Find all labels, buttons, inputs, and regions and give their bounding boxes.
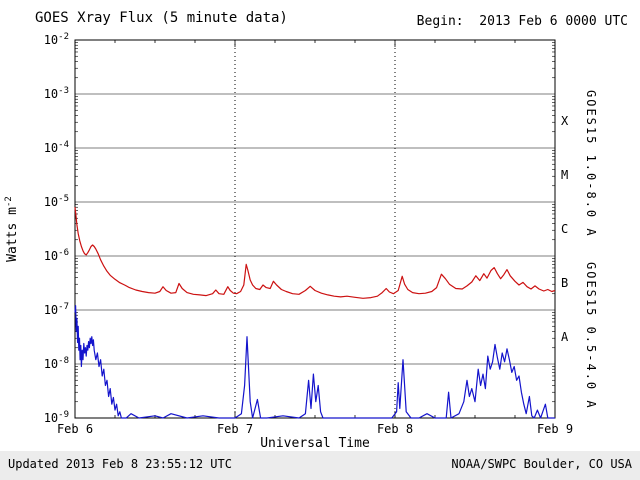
x-tick-label: Feb 6 — [57, 422, 93, 436]
y-tick-label: 10-3 — [44, 86, 69, 101]
series-name-label: GOES15 1.0-8.0 A — [584, 90, 598, 238]
x-tick-label: Feb 8 — [377, 422, 413, 436]
y-tick-label: 10-5 — [44, 194, 69, 209]
flare-class-label: B — [561, 276, 568, 290]
series-name-label: GOES15 0.5-4.0 A — [584, 262, 598, 410]
long-xray-line — [74, 207, 556, 299]
plot-border — [74, 39, 556, 419]
y-tick-label: 10-6 — [44, 248, 69, 263]
x-axis-title: Universal Time — [260, 436, 370, 451]
x-tick-label: Feb 7 — [217, 422, 253, 436]
y-axis-title-sup: -2 — [4, 196, 14, 207]
source-label: NOAA/SWPC Boulder, CO USA — [451, 457, 632, 471]
chart-title: GOES Xray Flux (5 minute data) — [35, 10, 288, 26]
begin-label: Begin: 2013 Feb 6 0000 UTC — [417, 14, 628, 29]
x-tick-label: Feb 9 — [537, 422, 573, 436]
y-axis-title-main: Watts m — [5, 207, 20, 262]
flare-class-label: X — [561, 114, 569, 128]
flare-class-label: C — [561, 222, 568, 236]
short-xray-line — [74, 305, 555, 419]
y-tick-label: 10-8 — [44, 356, 69, 371]
y-tick-label: 10-4 — [44, 140, 69, 155]
flare-class-label: A — [561, 330, 569, 344]
y-tick-label: 10-2 — [44, 32, 69, 47]
flare-class-label: M — [561, 168, 568, 182]
y-axis-title: Watts m-2 — [4, 196, 20, 262]
updated-label: Updated 2013 Feb 8 23:55:12 UTC — [8, 457, 232, 471]
y-tick-label: 10-7 — [44, 302, 69, 317]
footer-bar — [0, 451, 640, 480]
